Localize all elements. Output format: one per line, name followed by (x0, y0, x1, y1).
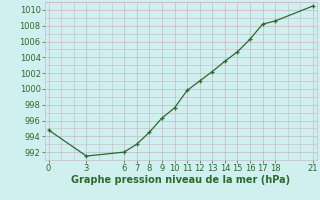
X-axis label: Graphe pression niveau de la mer (hPa): Graphe pression niveau de la mer (hPa) (71, 175, 290, 185)
